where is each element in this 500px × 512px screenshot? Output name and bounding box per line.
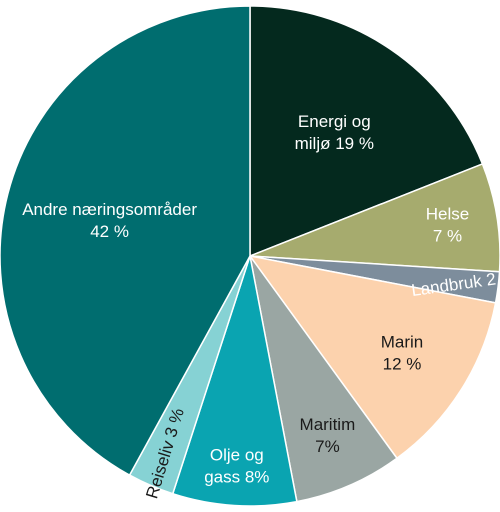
- slice-label-line: gass 8%: [204, 468, 269, 487]
- slice-label-line: miljø 19 %: [295, 134, 374, 153]
- slice-label: Marin 12 %: [381, 332, 424, 373]
- slice-label-line: Marin: [381, 332, 424, 351]
- pie-slice: [171, 255, 298, 507]
- pie-slice: [249, 5, 484, 258]
- slice-label-line: 42 %: [90, 222, 129, 241]
- pie-slice: [248, 254, 497, 460]
- slice-label-line: 7%: [315, 437, 340, 456]
- slice-label-line: Olje og: [210, 446, 264, 465]
- slice-label-line: 12 %: [383, 354, 422, 373]
- slice-label-line: Maritim: [300, 415, 356, 434]
- pie-slice: [0, 5, 251, 477]
- slice-label: Olje og gass 8%: [204, 446, 269, 487]
- slice-label: Helse 7 %: [426, 205, 469, 246]
- slice-label-line: 7 %: [433, 227, 462, 246]
- slice-label-line: Helse: [426, 205, 469, 224]
- slice-label-line: Andre næringsområder: [22, 200, 197, 219]
- slice-label: Andre næringsområder 42 %: [22, 200, 197, 241]
- slice-label: Maritim 7%: [300, 415, 356, 456]
- slice-label-line: Energi og: [298, 112, 371, 131]
- slice-label: Energi og miljø 19 %: [295, 112, 374, 153]
- pie-slices: [0, 5, 500, 507]
- pie-slice: [249, 255, 398, 503]
